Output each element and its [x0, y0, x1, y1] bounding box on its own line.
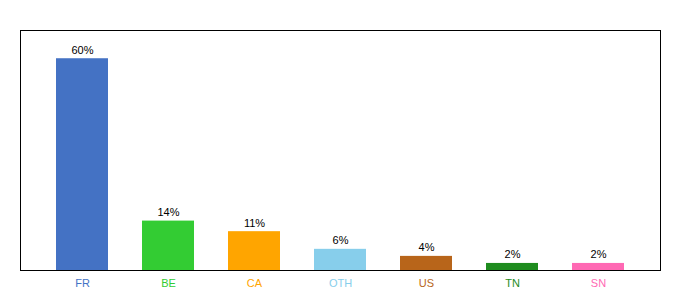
svg-text:BE: BE: [161, 277, 176, 289]
svg-text:OTH: OTH: [329, 277, 352, 289]
svg-text:11%: 11%: [244, 217, 265, 229]
svg-text:US: US: [419, 277, 434, 289]
svg-text:2%: 2%: [591, 248, 607, 260]
svg-text:4%: 4%: [419, 241, 435, 253]
svg-text:2%: 2%: [505, 248, 521, 260]
svg-text:TN: TN: [505, 277, 520, 289]
svg-text:FR: FR: [75, 277, 90, 289]
svg-text:SN: SN: [591, 277, 606, 289]
svg-text:60%: 60%: [71, 44, 93, 56]
svg-text:14%: 14%: [157, 206, 179, 218]
svg-text:CA: CA: [247, 277, 263, 289]
svg-text:6%: 6%: [333, 234, 349, 246]
